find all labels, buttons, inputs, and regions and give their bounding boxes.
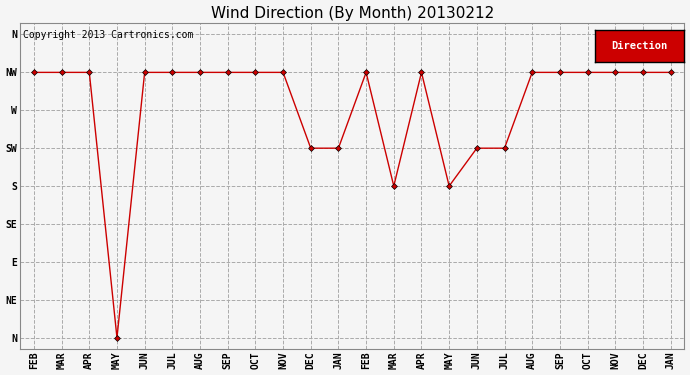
Title: Wind Direction (By Month) 20130212: Wind Direction (By Month) 20130212 — [210, 6, 494, 21]
Text: Copyright 2013 Cartronics.com: Copyright 2013 Cartronics.com — [23, 30, 194, 40]
